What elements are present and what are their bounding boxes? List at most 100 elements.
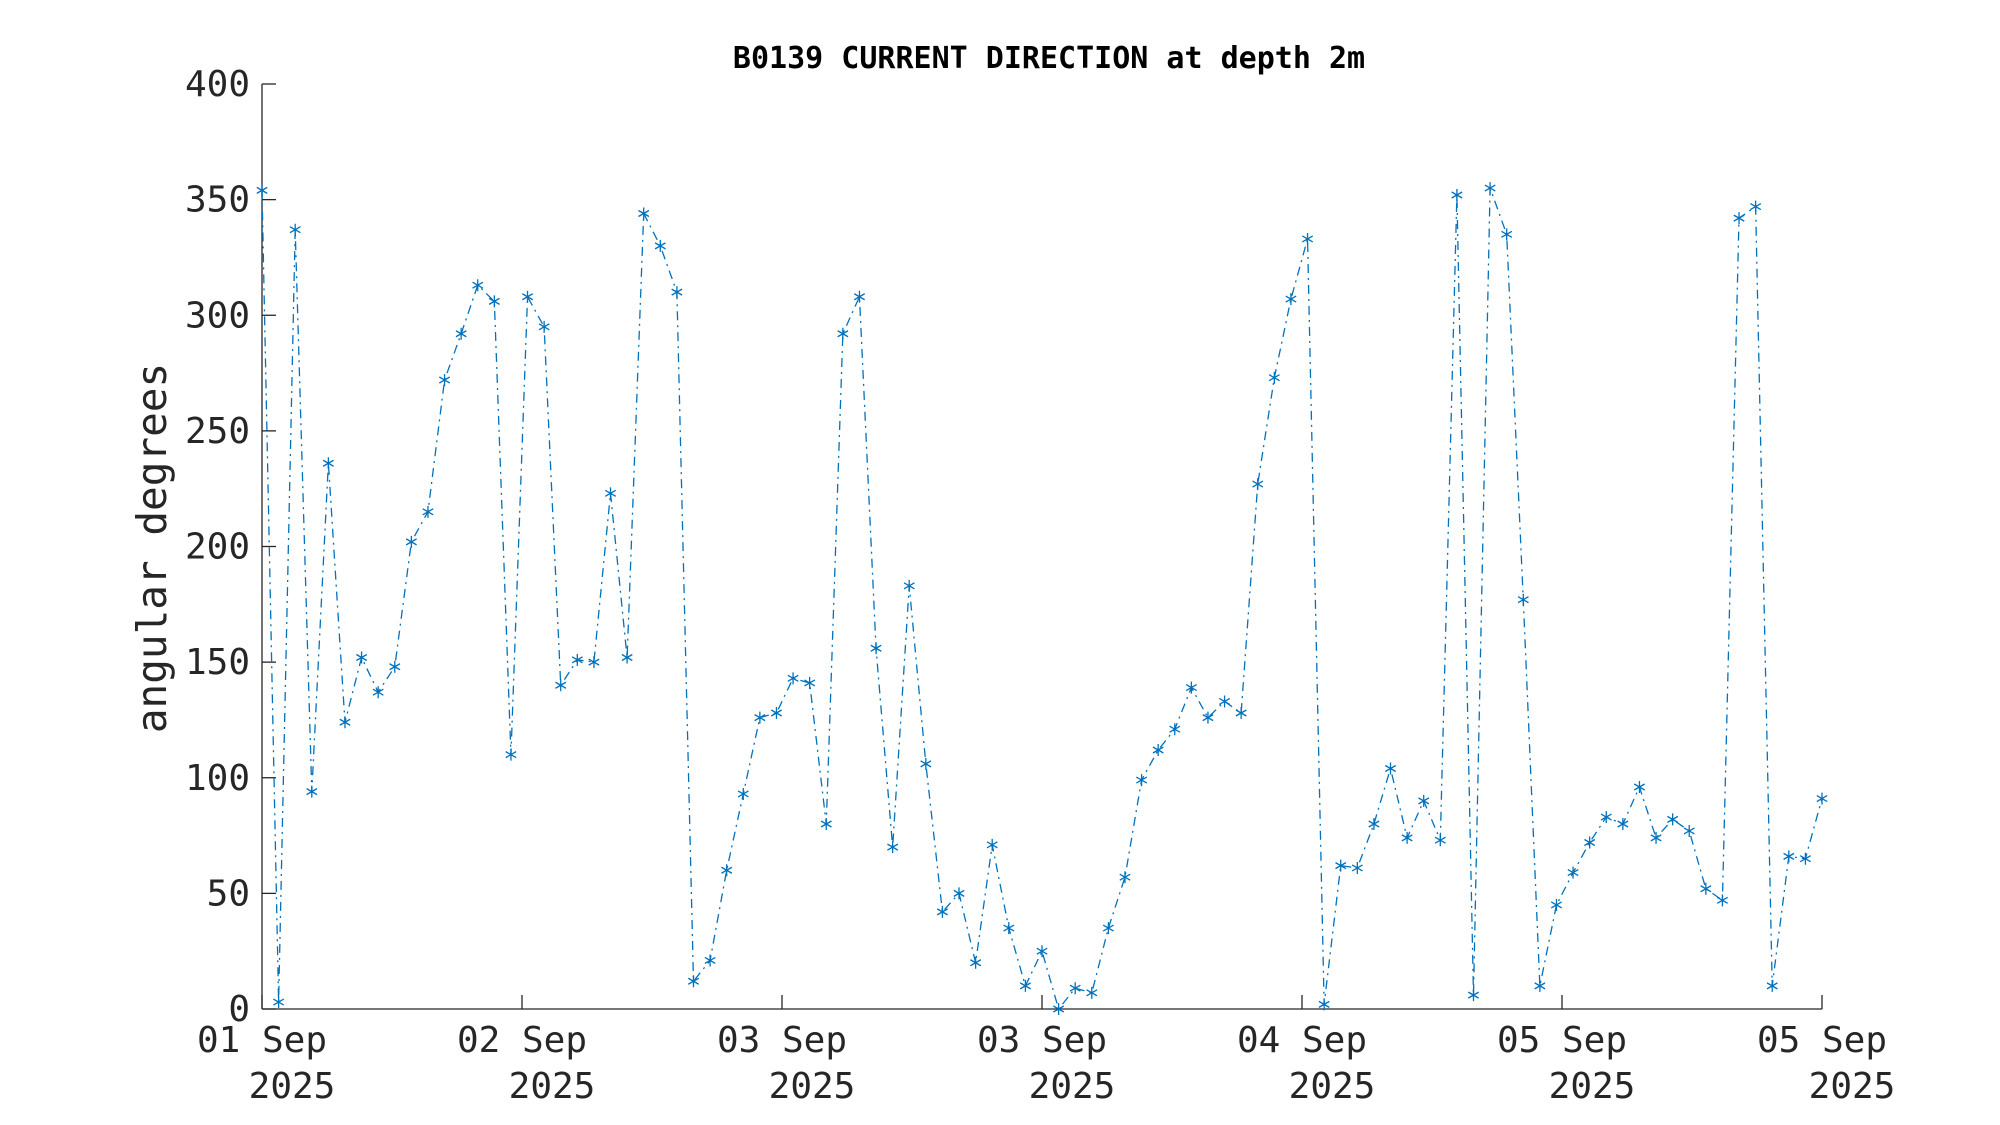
data-point-marker xyxy=(1501,228,1513,241)
data-point-marker xyxy=(256,184,268,197)
chart-title: B0139 CURRENT DIRECTION at depth 2m xyxy=(733,41,1365,76)
data-point-marker xyxy=(1086,986,1098,999)
data-point-marker xyxy=(1567,866,1579,879)
data-point-marker xyxy=(804,676,816,689)
data-point-marker xyxy=(1434,834,1446,847)
y-tick-label: 50 xyxy=(207,873,250,914)
data-point-marker xyxy=(289,223,301,236)
data-point-marker xyxy=(953,887,965,900)
x-tick-label: 02 Sep xyxy=(457,1020,587,1061)
data-point-marker xyxy=(820,818,832,830)
data-point-marker xyxy=(389,660,401,673)
data-point-marker xyxy=(322,457,334,470)
y-tick-label: 350 xyxy=(185,180,250,221)
data-point-marker xyxy=(472,279,484,292)
data-point-marker xyxy=(1169,723,1181,736)
data-point-marker xyxy=(1268,371,1280,384)
data-point-marker xyxy=(1667,813,1679,826)
data-point-marker xyxy=(604,487,617,500)
x-axis-ticks: 01 Sep 2025 02 Sep 2025 03 Sep 2025 03 Sep 2025… xyxy=(197,995,1895,1107)
data-point-marker xyxy=(1650,831,1662,844)
data-point-marker xyxy=(1683,824,1695,837)
data-point-marker xyxy=(1733,212,1745,225)
data-point-marker xyxy=(1053,1003,1065,1015)
data-point-marker xyxy=(1584,836,1596,849)
data-point-marker xyxy=(638,207,650,220)
x-tick-label: 01 Sep xyxy=(197,1020,327,1061)
data-point-marker xyxy=(356,651,368,664)
data-series xyxy=(256,182,1828,1015)
data-point-marker xyxy=(1766,979,1778,992)
data-point-marker xyxy=(1418,794,1430,807)
x-tick-label-year: 2025 xyxy=(509,1066,596,1107)
data-point-marker xyxy=(1750,200,1762,213)
data-point-marker xyxy=(986,838,998,851)
data-point-marker xyxy=(1335,859,1347,872)
data-point-marker xyxy=(422,505,434,518)
data-point-marker xyxy=(970,956,982,969)
data-point-marker xyxy=(853,290,865,303)
data-point-marker xyxy=(787,672,799,685)
data-point-marker xyxy=(1783,850,1795,863)
y-tick-label: 100 xyxy=(185,758,250,799)
data-point-marker xyxy=(1633,781,1645,793)
data-point-marker xyxy=(1185,681,1197,694)
axes xyxy=(261,84,1822,1010)
x-tick-label: 03 Sep xyxy=(977,1020,1107,1061)
data-point-marker xyxy=(1102,922,1114,935)
y-tick-label: 250 xyxy=(185,411,250,452)
data-point-marker xyxy=(671,286,683,299)
x-tick-label-year: 2025 xyxy=(249,1066,336,1107)
data-point-marker xyxy=(936,905,948,918)
x-tick-label-year: 2025 xyxy=(1029,1066,1116,1107)
data-point-marker xyxy=(1517,593,1529,606)
data-point-marker xyxy=(1285,293,1297,306)
x-tick-label-year: 2025 xyxy=(1549,1066,1636,1107)
data-point-marker xyxy=(505,748,517,761)
data-point-marker xyxy=(1550,898,1563,911)
y-tick-label: 300 xyxy=(185,295,250,336)
data-point-marker xyxy=(1069,982,1081,995)
data-point-marker xyxy=(405,535,417,548)
series-line xyxy=(261,187,1823,1011)
x-tick-label: 03 Sep xyxy=(717,1020,847,1061)
data-point-marker xyxy=(1219,695,1231,708)
data-point-marker xyxy=(1003,922,1015,935)
data-point-marker xyxy=(920,757,932,770)
y-axis-ticks: 0 50 100 150 200 250 300 350 400 xyxy=(185,64,276,1030)
x-tick-label-year: 2025 xyxy=(1809,1066,1896,1107)
data-point-marker xyxy=(870,642,882,655)
x-tick-label: 05 Sep xyxy=(1757,1020,1887,1061)
data-point-marker xyxy=(887,841,899,854)
x-tick-label-year: 2025 xyxy=(1289,1066,1376,1107)
data-point-marker xyxy=(1136,774,1148,787)
data-point-marker xyxy=(1152,744,1164,756)
data-point-marker xyxy=(273,996,285,1009)
data-point-marker xyxy=(306,785,318,798)
y-tick-label: 200 xyxy=(185,527,250,568)
data-point-marker xyxy=(588,656,600,669)
data-point-marker xyxy=(1119,871,1131,884)
data-point-marker xyxy=(1816,792,1828,805)
data-point-marker xyxy=(488,295,500,308)
data-point-marker xyxy=(339,716,351,729)
data-point-marker xyxy=(754,711,766,724)
x-tick-label: 05 Sep xyxy=(1497,1020,1627,1061)
data-point-marker xyxy=(737,787,749,800)
data-point-marker xyxy=(1252,478,1264,491)
data-point-marker xyxy=(1534,979,1546,992)
data-point-marker xyxy=(1019,979,1031,992)
y-tick-label: 400 xyxy=(185,64,250,105)
data-point-marker xyxy=(439,374,451,386)
data-point-marker xyxy=(372,686,384,699)
data-point-marker xyxy=(837,327,849,340)
data-point-marker xyxy=(1700,882,1712,895)
data-point-marker xyxy=(1368,818,1380,830)
data-point-marker xyxy=(704,954,716,967)
data-point-marker xyxy=(1484,182,1496,195)
data-point-marker xyxy=(1202,711,1214,724)
data-point-marker xyxy=(555,679,567,692)
data-point-marker xyxy=(1451,189,1463,201)
data-point-marker xyxy=(1467,989,1480,1002)
data-point-marker xyxy=(571,653,583,666)
